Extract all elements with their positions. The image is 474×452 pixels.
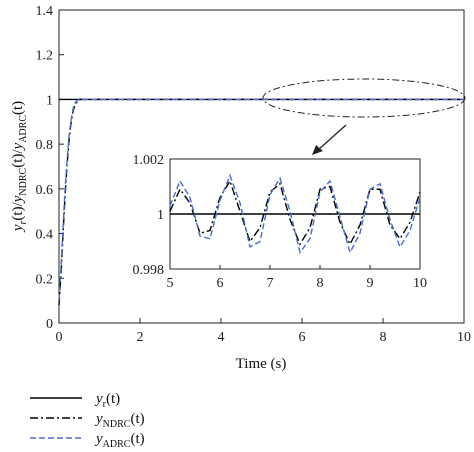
zoom-arrow-head: [312, 145, 323, 155]
y-axis-label-arg-2: (t)/: [10, 149, 26, 168]
y-axis-label: yr(t)/yNDRC(t)/yADRC(t): [10, 101, 29, 233]
y-axis-label-sub-1: r: [18, 221, 29, 225]
inset-series-1: [169, 179, 421, 246]
main-y-tick-label-6: 1.2: [36, 49, 54, 64]
main-y-tick-label-0: 0: [46, 317, 53, 332]
main-series-2: [58, 98, 464, 301]
inset-plot-lines: [169, 173, 421, 255]
main-x-tick-label-5: 10: [457, 330, 471, 345]
main-x-tick-label-3: 6: [299, 330, 306, 345]
legend-label-2: yADRC(t): [94, 431, 145, 450]
inset-axis-ticks: 5 6 7 8 9 10 0.998 1 1.002: [133, 153, 428, 291]
inset-y-tick-label-2: 1.002: [133, 153, 165, 168]
x-axis-label: Time (s): [236, 356, 287, 372]
inset-x-tick-label-1: 6: [217, 276, 224, 291]
inset-x-tick-label-2: 7: [267, 276, 274, 291]
zoom-arrow: [317, 124, 347, 151]
main-y-tick-label-4: 0.8: [36, 138, 54, 153]
inset-y-tick-label-0: 0.998: [133, 263, 165, 278]
inset-y-tick-label-1: 1: [157, 208, 164, 223]
inset-x-tick-label-3: 8: [317, 276, 324, 291]
y-axis-label-part-2: y: [10, 195, 26, 204]
y-axis-label-part-3: y: [10, 142, 26, 151]
legend-label-0: yr(t): [94, 391, 120, 410]
main-x-tick-label-4: 8: [380, 330, 387, 345]
inset-x-tick-label-5: 10: [413, 276, 427, 291]
inset-x-tick-label-4: 9: [367, 276, 374, 291]
main-y-tick-label-1: 0.2: [36, 272, 54, 287]
legend: yr(t)yNDRC(t)yADRC(t): [30, 391, 145, 450]
y-axis-label-arg-1: (t)/: [10, 201, 26, 220]
inset-series-2: [169, 173, 421, 255]
main-y-tick-label-7: 1.4: [36, 4, 54, 19]
zoom-ellipse: [262, 78, 466, 118]
main-y-tick-label-5: 1: [46, 93, 53, 108]
main-y-tick-label-2: 0.4: [36, 228, 54, 243]
y-axis-label-part-1: y: [10, 224, 26, 233]
main-plot-lines: [58, 98, 464, 306]
main-plot-frame: [58, 9, 465, 324]
inset-x-tick-label-0: 5: [167, 276, 174, 291]
y-axis-label-sub-3: ADRC: [18, 115, 29, 143]
main-x-tick-label-1: 2: [137, 330, 144, 345]
legend-label-1: yNDRC(t): [94, 411, 145, 430]
y-axis-label-sub-2: NDRC: [18, 167, 29, 195]
main-x-tick-label-2: 4: [218, 330, 225, 345]
main-x-tick-label-0: 0: [56, 330, 63, 345]
main-y-tick-label-3: 0.6: [36, 183, 54, 198]
y-axis-label-arg-3: (t): [10, 101, 26, 115]
